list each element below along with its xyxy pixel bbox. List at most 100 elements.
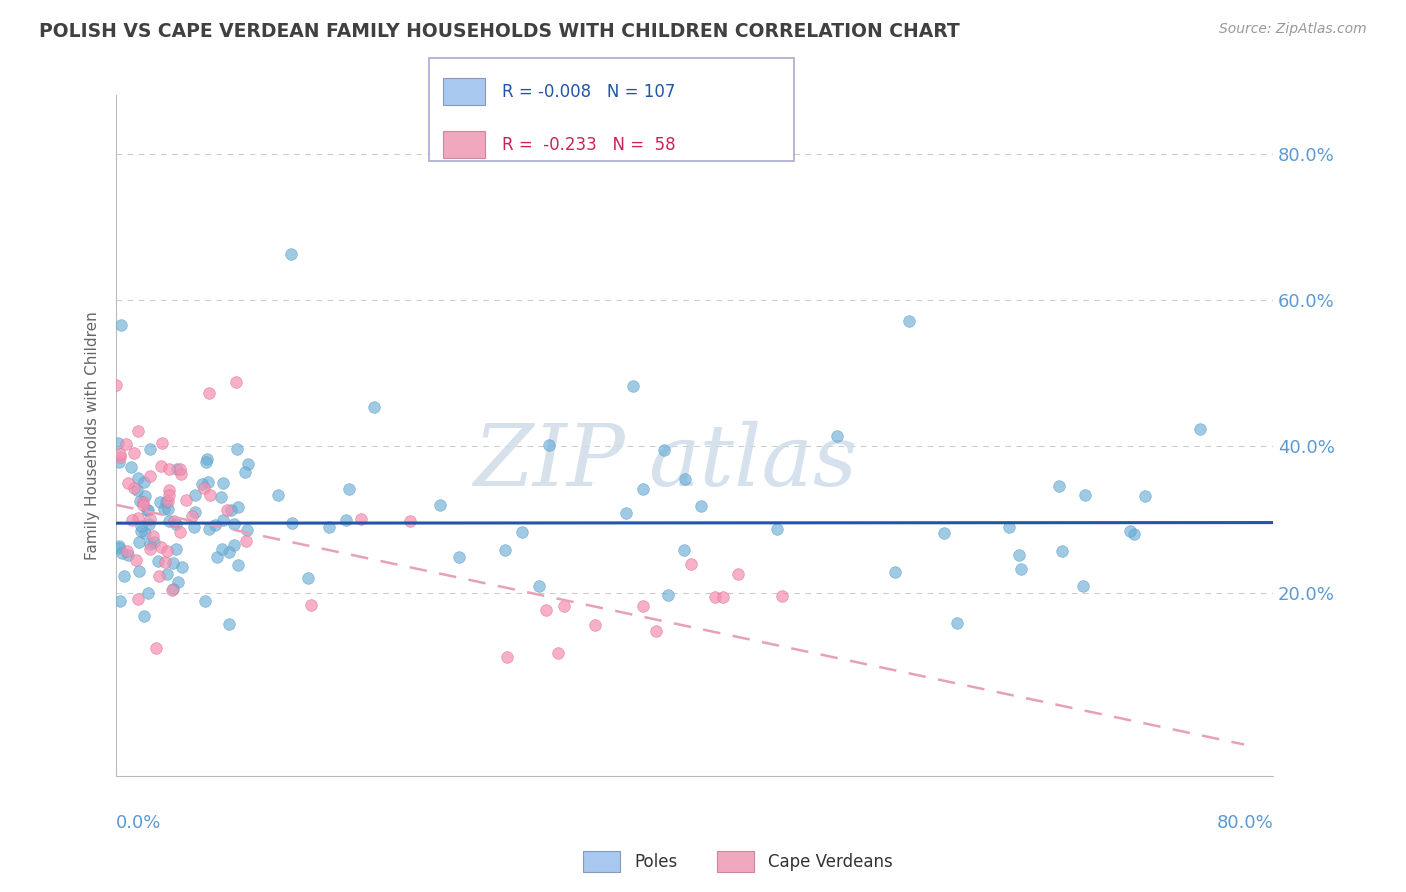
Point: [125, 552, 148, 566]
Point: [447, 550, 470, 565]
Point: [162, 556, 184, 570]
Point: [160, 583, 183, 598]
Point: [128, 565, 150, 579]
Point: [673, 472, 696, 486]
Point: [1133, 490, 1156, 504]
Point: [135, 502, 157, 516]
Point: [299, 598, 322, 612]
Point: [218, 617, 240, 632]
Point: [134, 525, 156, 540]
Point: [108, 594, 131, 608]
Point: [170, 467, 193, 482]
Point: [110, 450, 132, 464]
Point: [235, 533, 257, 548]
Point: [131, 524, 153, 538]
Point: [145, 641, 167, 656]
Point: [197, 475, 219, 489]
Point: [337, 482, 360, 496]
Point: [120, 459, 142, 474]
Point: [142, 534, 165, 549]
Point: [297, 571, 319, 585]
Point: [211, 541, 233, 556]
Point: [212, 476, 235, 491]
Point: [134, 475, 156, 490]
Point: [209, 490, 232, 504]
Point: [112, 568, 135, 582]
Point: [583, 618, 606, 632]
Point: [169, 462, 191, 476]
Point: [157, 515, 180, 529]
Point: [150, 435, 173, 450]
Point: [195, 455, 218, 469]
Point: [267, 488, 290, 502]
Point: [117, 544, 139, 558]
Y-axis label: Family Households with Children: Family Households with Children: [86, 311, 100, 560]
Point: [946, 616, 969, 631]
Point: [1119, 524, 1142, 539]
Point: [429, 498, 451, 512]
Point: [226, 442, 249, 457]
Point: [157, 493, 180, 508]
Text: atlas: atlas: [648, 421, 858, 504]
Point: [1050, 544, 1073, 558]
Point: [644, 624, 666, 638]
Point: [553, 599, 575, 613]
Point: [1071, 579, 1094, 593]
Point: [170, 559, 193, 574]
Point: [169, 524, 191, 539]
Text: Poles: Poles: [634, 853, 678, 871]
Point: [703, 591, 725, 605]
Point: [165, 517, 187, 532]
Text: 80.0%: 80.0%: [1216, 814, 1272, 832]
Point: [165, 541, 187, 556]
Point: [350, 512, 373, 526]
Point: [136, 586, 159, 600]
Point: [121, 513, 143, 527]
Point: [153, 555, 176, 569]
Point: [363, 401, 385, 415]
Point: [148, 554, 170, 568]
Point: [156, 567, 179, 582]
Point: [176, 492, 198, 507]
Point: [148, 569, 170, 583]
Point: [211, 513, 233, 527]
Point: [139, 442, 162, 456]
Point: [236, 457, 259, 471]
Point: [159, 488, 181, 502]
Point: [155, 494, 177, 508]
Point: [631, 482, 654, 496]
Point: [280, 246, 302, 260]
Point: [180, 509, 202, 524]
Point: [770, 589, 793, 603]
Point: [621, 379, 644, 393]
Point: [1122, 527, 1144, 541]
Point: [138, 511, 160, 525]
Point: [129, 494, 152, 508]
Point: [711, 591, 734, 605]
Point: [205, 549, 228, 564]
Point: [200, 488, 222, 502]
Point: [318, 519, 340, 533]
Point: [149, 495, 172, 509]
Point: [157, 483, 180, 497]
Point: [537, 438, 560, 452]
Point: [226, 500, 249, 514]
Point: [1188, 422, 1211, 436]
Point: [127, 511, 149, 525]
Point: [139, 537, 162, 551]
Point: [134, 609, 156, 624]
Point: [224, 538, 246, 552]
Point: [689, 499, 711, 513]
Point: [157, 502, 180, 516]
Point: [281, 516, 304, 530]
Point: [134, 489, 156, 503]
Point: [494, 543, 516, 558]
Point: [932, 526, 955, 541]
Point: [127, 591, 149, 606]
Point: [183, 488, 205, 502]
Point: [681, 557, 703, 571]
Text: ZIP: ZIP: [474, 421, 626, 504]
Point: [108, 455, 131, 469]
Point: [233, 465, 256, 479]
Point: [127, 471, 149, 485]
